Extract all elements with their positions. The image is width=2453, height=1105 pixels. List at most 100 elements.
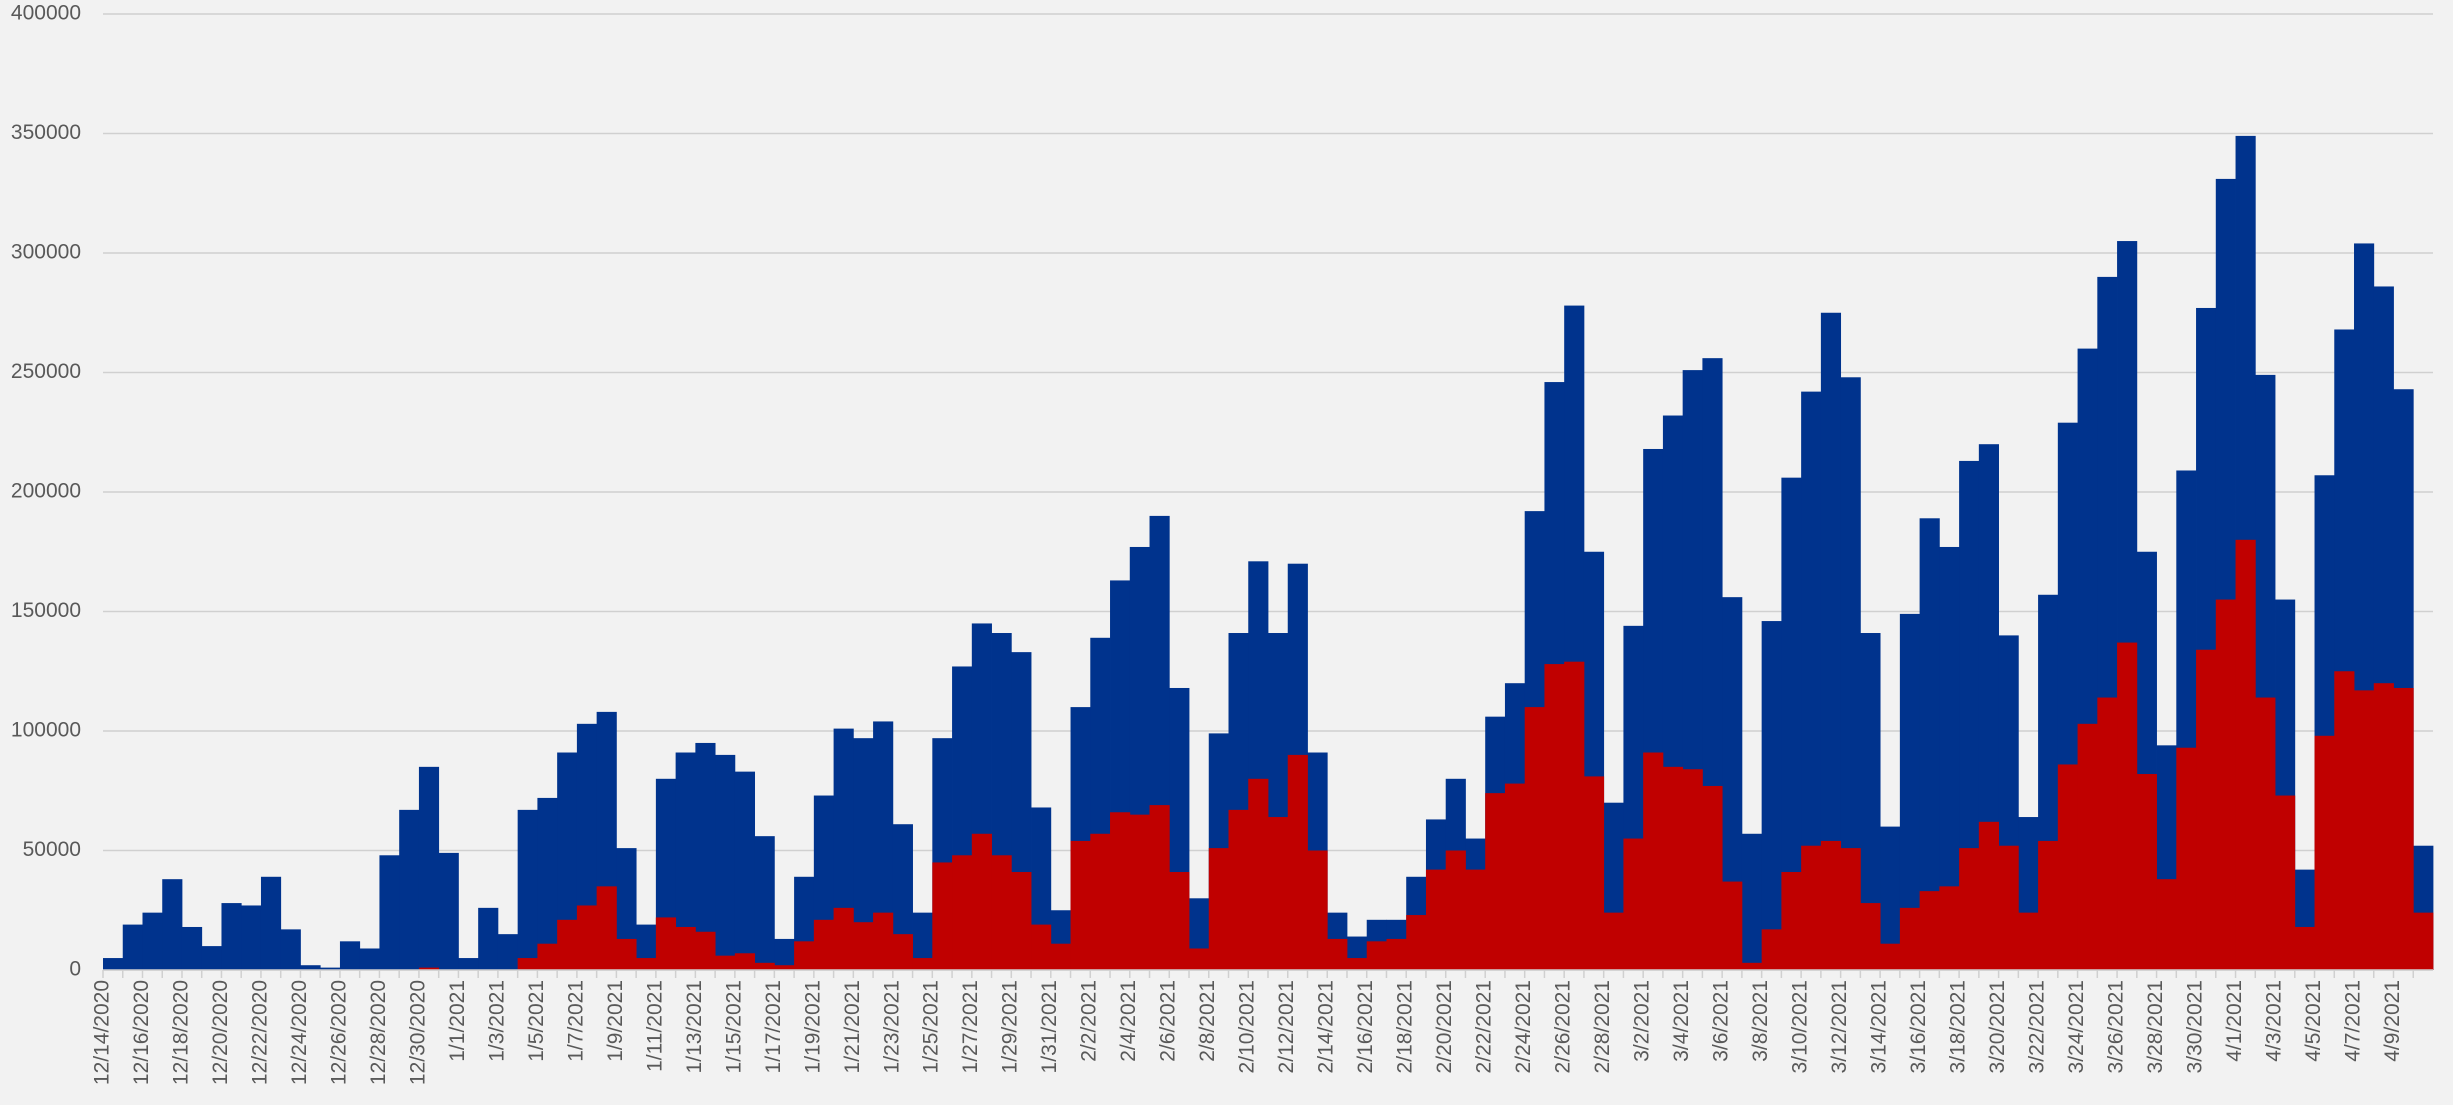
bar xyxy=(754,962,775,970)
bar xyxy=(1643,752,1664,970)
bar xyxy=(1425,869,1447,970)
bar xyxy=(1583,776,1605,970)
x-tick-label: 4/9/2021 xyxy=(2381,980,2404,1062)
bar xyxy=(971,833,992,970)
bar xyxy=(1880,943,1901,970)
x-tick-label: 2/20/2021 xyxy=(1433,980,1456,1073)
bar xyxy=(221,903,242,970)
bar xyxy=(892,824,913,970)
x-tick-label: 2/8/2021 xyxy=(1196,980,1219,1062)
x-tick-label: 1/11/2021 xyxy=(643,980,666,1072)
bar xyxy=(754,836,775,970)
bar xyxy=(1781,477,1802,970)
bar xyxy=(2018,912,2039,970)
bar xyxy=(576,905,598,970)
bar xyxy=(359,948,380,970)
y-tick-label: 300000 xyxy=(11,241,81,264)
bar xyxy=(1228,809,1249,970)
bar xyxy=(300,965,321,970)
x-tick-label: 2/6/2021 xyxy=(1157,980,1180,1062)
bar xyxy=(1880,826,1901,970)
bar xyxy=(1959,460,1980,970)
bar xyxy=(1978,821,1999,970)
bar xyxy=(2077,723,2098,970)
bar xyxy=(320,967,341,970)
bar xyxy=(774,938,795,970)
bar xyxy=(1504,783,1526,970)
x-tick-label: 1/17/2021 xyxy=(762,980,785,1073)
bar xyxy=(1346,958,1368,970)
bar xyxy=(991,855,1012,970)
x-tick-label: 2/22/2021 xyxy=(1473,980,1496,1073)
bar xyxy=(952,855,973,970)
bar xyxy=(418,766,440,970)
bar xyxy=(1860,633,1881,970)
bar xyxy=(715,754,736,970)
x-tick-label: 12/24/2020 xyxy=(288,980,311,1085)
bar xyxy=(2373,683,2394,970)
bar xyxy=(1662,766,1684,970)
bar xyxy=(2413,912,2434,970)
bar xyxy=(2057,764,2078,970)
bar xyxy=(1307,850,1328,970)
bar xyxy=(912,912,933,970)
x-tick-label: 4/5/2021 xyxy=(2302,980,2325,1062)
bar xyxy=(162,879,183,970)
x-tick-label: 2/26/2021 xyxy=(1552,980,1575,1073)
bar xyxy=(873,912,894,970)
bar xyxy=(2334,671,2355,970)
bar xyxy=(1899,613,1921,970)
bar xyxy=(1741,962,1763,970)
bar xyxy=(1406,915,1427,970)
bar xyxy=(1090,833,1111,970)
bar xyxy=(339,941,361,970)
bar xyxy=(1149,805,1170,970)
bar xyxy=(478,907,499,970)
bar xyxy=(2196,649,2217,970)
x-tick-label: 1/15/2021 xyxy=(722,980,745,1073)
y-tick-label: 350000 xyxy=(11,121,81,144)
bar xyxy=(1801,391,1822,970)
bar xyxy=(1386,938,1407,970)
x-tick-label: 3/18/2021 xyxy=(1947,980,1970,1073)
bar xyxy=(1801,845,1822,970)
x-tick-label: 1/29/2021 xyxy=(999,980,1022,1073)
bar xyxy=(122,924,143,970)
bar xyxy=(537,943,558,970)
x-tick-label: 1/3/2021 xyxy=(485,980,508,1062)
bar xyxy=(675,926,696,970)
bar xyxy=(1524,707,1545,970)
bar xyxy=(1682,769,1703,970)
y-tick-label: 50000 xyxy=(23,838,81,861)
bar xyxy=(1840,848,1861,970)
bar xyxy=(399,809,420,970)
x-tick-label: 2/24/2021 xyxy=(1512,980,1535,1073)
bar xyxy=(695,931,716,970)
bar xyxy=(1623,838,1644,970)
x-tick-label: 12/18/2020 xyxy=(169,980,192,1085)
bar xyxy=(557,752,578,970)
x-tick-label: 1/13/2021 xyxy=(683,980,706,1073)
x-tick-label: 12/22/2020 xyxy=(248,980,271,1085)
bar xyxy=(280,929,301,970)
x-tick-label: 1/27/2021 xyxy=(959,980,982,1073)
x-tick-label: 4/1/2021 xyxy=(2223,980,2246,1062)
bar xyxy=(2393,687,2414,970)
bar xyxy=(2275,795,2296,970)
x-tick-label: 2/28/2021 xyxy=(1591,980,1614,1073)
bar xyxy=(794,941,815,970)
bar xyxy=(2215,599,2236,970)
bar xyxy=(2097,697,2118,970)
x-tick-label: 12/26/2020 xyxy=(327,980,350,1085)
bar xyxy=(1189,948,1210,970)
bar xyxy=(1208,848,1229,970)
x-tick-label: 2/18/2021 xyxy=(1394,980,1417,1073)
bar xyxy=(1287,754,1308,970)
bar xyxy=(260,876,282,970)
bar xyxy=(418,967,440,970)
x-tick-label: 3/28/2021 xyxy=(2144,980,2167,1073)
x-tick-label: 4/7/2021 xyxy=(2341,980,2364,1062)
x-tick-label: 1/31/2021 xyxy=(1038,980,1061,1073)
bar xyxy=(675,752,696,970)
x-tick-label: 1/9/2021 xyxy=(604,980,627,1062)
